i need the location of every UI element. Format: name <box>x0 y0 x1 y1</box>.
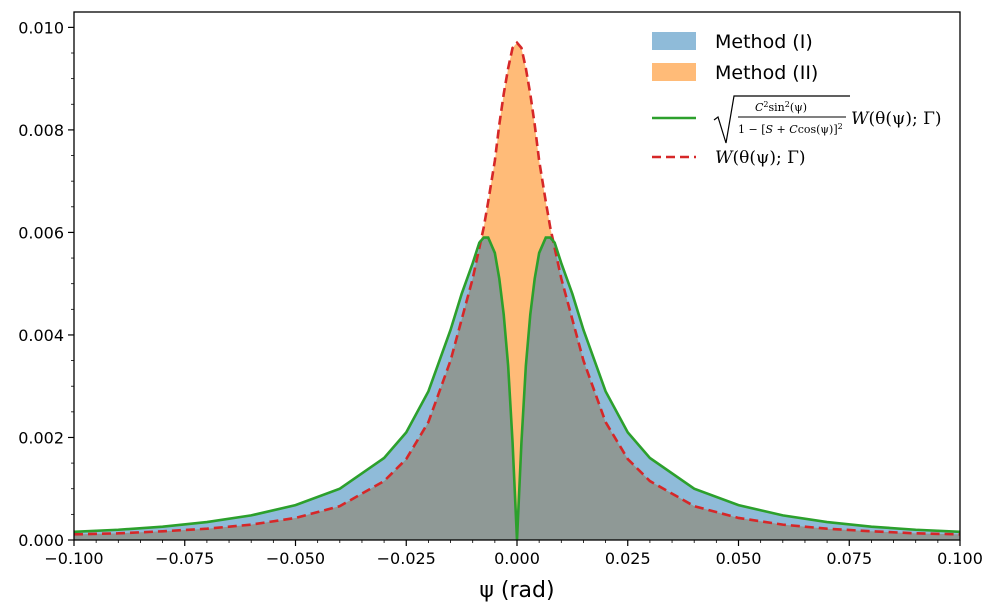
numerator-c: C <box>755 101 764 114</box>
legend-label-method-2: Method (II) <box>715 62 818 84</box>
x-axis-title-text: ψ (rad) <box>479 578 554 603</box>
y-tick-label: 0.008 <box>18 121 64 140</box>
formula-tail: W(θ(ψ); Γ) <box>851 109 942 129</box>
formula-tail-w: W <box>851 109 870 129</box>
numerator-sin: sin <box>769 101 785 114</box>
x-tick-label: 0.100 <box>937 549 983 568</box>
x-tick-label: 0.075 <box>826 549 872 568</box>
y-tick-label: 0.004 <box>18 326 64 345</box>
y-axis: 0.000 0.002 0.004 0.006 0.008 0.010 <box>18 18 74 550</box>
method-2-histogram-fill <box>74 42 960 540</box>
x-axis-title: ψ (rad) <box>479 578 554 603</box>
denominator-part-2: + <box>773 123 789 136</box>
denominator-s: S <box>766 123 774 136</box>
y-tick-label: 0.006 <box>18 223 64 242</box>
y-tick-label: 0.000 <box>18 531 64 550</box>
legend-swatch-method-1 <box>652 32 696 50</box>
x-axis: −0.100 −0.075 −0.050 −0.025 0.000 0.025 0.050 0… <box>44 540 983 568</box>
legend: Method (I) Method (II) C2sin2(ψ) 1 − [S … <box>652 31 942 168</box>
sqrt-sign <box>713 95 850 144</box>
numerator-sup-c: 2 <box>763 100 768 109</box>
numerator-sup-sin: 2 <box>785 100 790 109</box>
formula-denominator: 1 − [S + Ccos(ψ)]2 <box>738 122 843 136</box>
x-tick-label: −0.050 <box>266 549 325 568</box>
denominator-c: C <box>789 123 798 136</box>
denominator-part-1: 1 − [ <box>738 123 766 136</box>
x-tick-label: 0.050 <box>716 549 762 568</box>
x-tick-label: −0.100 <box>44 549 103 568</box>
numerator-psi: (ψ) <box>790 101 807 114</box>
formula-tail-rest: (θ(ψ); Γ) <box>868 109 941 129</box>
x-tick-label: −0.075 <box>155 549 214 568</box>
legend-label-w-theta: W(θ(ψ); Γ) <box>715 148 806 168</box>
legend-w-theta-w: W <box>715 148 734 168</box>
w-theta-dashed-line <box>73 40 961 536</box>
legend-w-theta-rest: (θ(ψ); Γ) <box>732 148 805 168</box>
denominator-part-3: cos(ψ)] <box>798 123 838 136</box>
denominator-sup: 2 <box>838 122 843 131</box>
x-tick-label: −0.025 <box>377 549 436 568</box>
x-tick-label: 0.025 <box>605 549 651 568</box>
formula-numerator: C2sin2(ψ) <box>755 100 807 114</box>
legend-label-weighted-formula: C2sin2(ψ) 1 − [S + Ccos(ψ)]2 W(θ(ψ); Γ) <box>713 95 942 144</box>
y-tick-label: 0.002 <box>18 428 64 447</box>
x-tick-label: 0.000 <box>494 549 540 568</box>
legend-swatch-method-2 <box>652 63 696 81</box>
y-tick-label: 0.010 <box>18 18 64 37</box>
legend-label-method-1: Method (I) <box>715 31 813 53</box>
